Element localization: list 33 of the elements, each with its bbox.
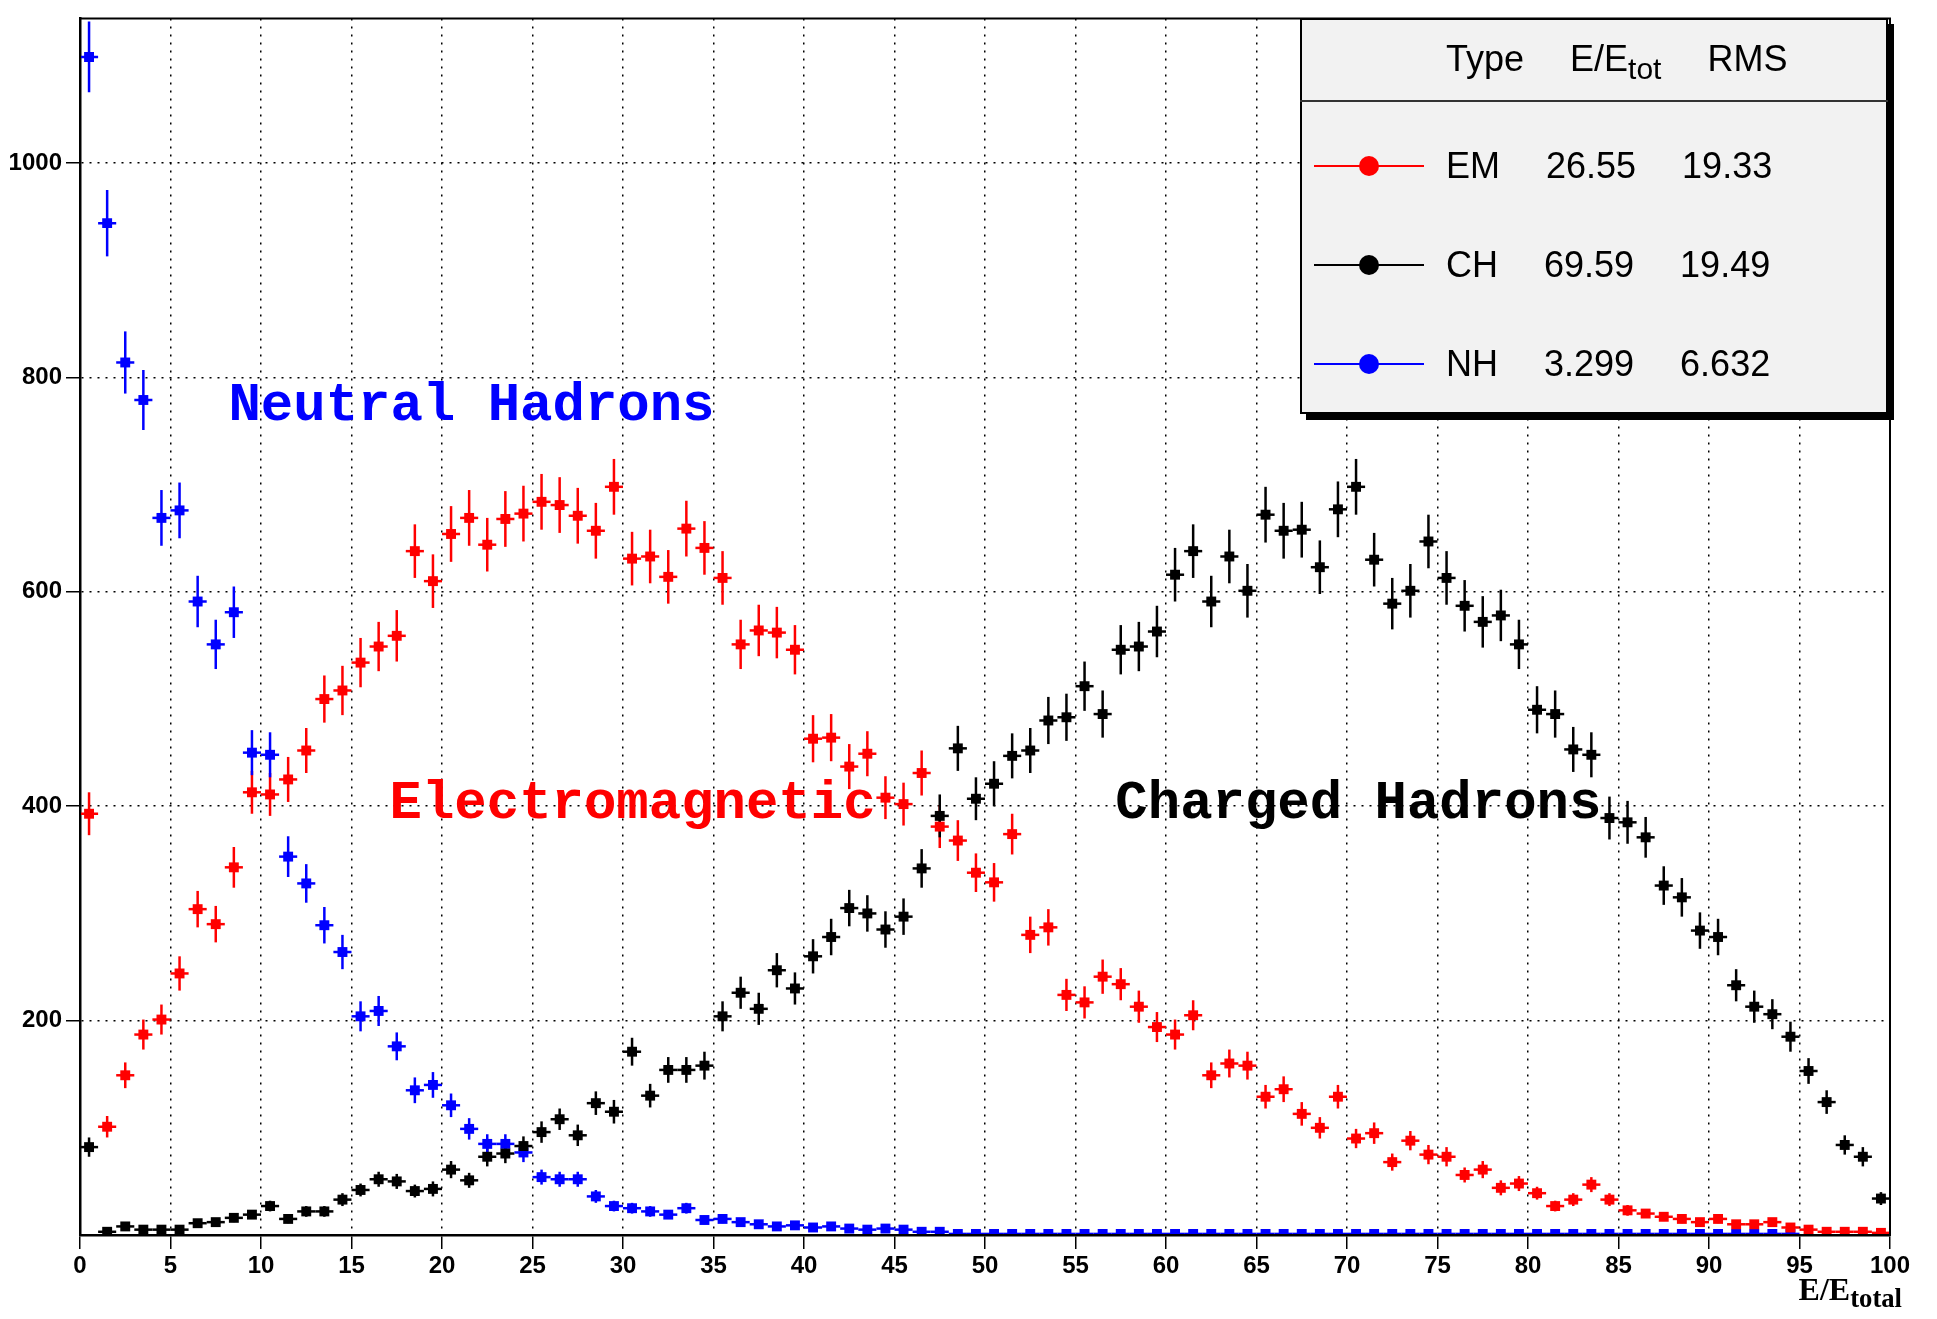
x-tick-label: 25 [519, 1251, 546, 1279]
x-tick-label: 80 [1514, 1251, 1542, 1279]
y-tick-label: 600 [21, 576, 62, 604]
x-tick-label: 60 [1152, 1251, 1180, 1279]
y-tick-label: 1000 [8, 147, 62, 175]
x-tick-label: 10 [247, 1251, 275, 1279]
x-tick-label: 15 [338, 1251, 365, 1279]
annotation: Neutral Hadrons [228, 374, 715, 436]
x-tick-label: 35 [700, 1251, 727, 1279]
x-tick-label: 75 [1424, 1251, 1451, 1279]
y-tick-label: 800 [21, 362, 62, 390]
x-tick-label: 70 [1333, 1251, 1361, 1279]
annotation: Charged Hadrons [1115, 772, 1602, 834]
text: Type E/E$_{tot}$ RMS [1446, 38, 1788, 86]
x-tick-label: 20 [428, 1251, 456, 1279]
x-tick-label: 40 [790, 1251, 818, 1279]
x-tick-label: 65 [1243, 1251, 1270, 1279]
x-tick-label: 30 [609, 1251, 637, 1279]
legend-label: NH 3.299 6.632 [1446, 343, 1771, 386]
y-tick-label: 200 [21, 1005, 62, 1033]
y-tick-label: 400 [21, 790, 62, 818]
x-tick-label: 50 [971, 1251, 999, 1279]
x-tick-label: 5 [163, 1251, 178, 1279]
x-tick-label: 45 [881, 1251, 908, 1279]
x-tick-label: 85 [1605, 1251, 1632, 1279]
legend-label: EM 26.55 19.33 [1446, 145, 1773, 188]
x-tick-label: 100 [1869, 1251, 1911, 1279]
legend-label: CH 69.59 19.49 [1446, 244, 1771, 287]
x-tick-label: 0 [73, 1251, 87, 1279]
x-tick-label: 95 [1786, 1251, 1813, 1279]
annotation: Electromagnetic [389, 772, 876, 834]
x-tick-label: 55 [1062, 1251, 1089, 1279]
x-tick-label: 90 [1695, 1251, 1723, 1279]
